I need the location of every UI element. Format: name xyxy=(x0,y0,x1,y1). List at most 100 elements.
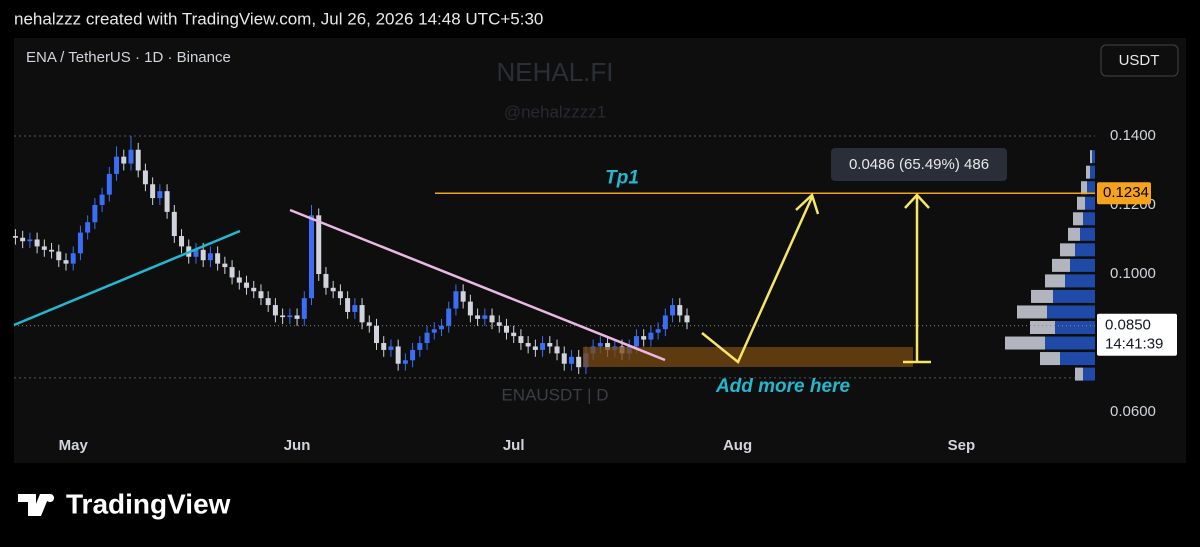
volume-down xyxy=(1081,181,1087,195)
candle-body xyxy=(77,232,83,254)
candle-body xyxy=(236,277,242,283)
candle-body xyxy=(633,336,639,347)
candle-body xyxy=(511,332,517,337)
candle-body xyxy=(467,301,473,316)
candle-body xyxy=(330,287,336,292)
candle-body xyxy=(114,156,120,174)
last-price-box xyxy=(1097,313,1177,356)
volume-down xyxy=(1068,227,1080,241)
candle-body xyxy=(381,343,387,350)
candle-body xyxy=(431,329,437,333)
candle-body xyxy=(532,346,538,350)
x-tick-label: Sep xyxy=(948,437,976,454)
candle-body xyxy=(301,298,307,319)
candle-body xyxy=(496,322,502,326)
volume-up xyxy=(1065,274,1095,288)
watermark: @nehalzzzz1 xyxy=(504,102,606,121)
candle-body xyxy=(207,253,213,261)
candle-body xyxy=(388,346,394,350)
candle-body xyxy=(179,236,185,247)
candle-body xyxy=(258,291,264,299)
candle-body xyxy=(41,246,47,250)
candle-body xyxy=(525,343,531,347)
volume-down xyxy=(1017,305,1047,319)
target-price-box xyxy=(1097,182,1151,205)
currency-button[interactable] xyxy=(1100,44,1179,77)
path-arrow xyxy=(701,196,814,364)
volume-up xyxy=(1083,212,1095,226)
candle-body xyxy=(56,251,62,261)
trendline xyxy=(13,229,241,327)
volume-down xyxy=(1045,274,1065,288)
volume-up xyxy=(1083,367,1095,381)
candle-body xyxy=(337,291,343,299)
currency[interactable]: USDT xyxy=(1119,52,1160,69)
candle-body xyxy=(345,298,351,312)
symbol-watermark: ENAUSDT | D xyxy=(501,385,608,404)
volume-down xyxy=(1005,336,1045,350)
candle-body xyxy=(395,346,401,364)
candle-body xyxy=(446,308,452,326)
candle-body xyxy=(648,332,654,340)
x-tick-label: Jul xyxy=(503,437,525,454)
candle-body xyxy=(438,325,444,330)
arrow-head xyxy=(904,193,930,209)
volume-up xyxy=(1090,165,1095,179)
x-tick-label: Aug xyxy=(723,437,752,454)
candle-body xyxy=(229,267,235,278)
candle-body xyxy=(641,336,647,340)
candle-body xyxy=(244,282,250,288)
candle-body xyxy=(475,315,481,319)
candle-body xyxy=(287,315,293,318)
candle-body xyxy=(34,239,40,247)
buy-zone xyxy=(583,347,913,367)
arrow-head xyxy=(795,192,820,215)
candle-body xyxy=(417,343,423,350)
volume-up xyxy=(1075,243,1095,257)
candle-body xyxy=(193,249,199,257)
measure-box xyxy=(831,148,1007,181)
candle-body xyxy=(121,156,127,164)
candle-body xyxy=(200,249,206,261)
candle-body xyxy=(424,332,430,344)
y-tick-label: 0.1400 xyxy=(1110,127,1156,144)
x-tick-label: May xyxy=(59,437,89,454)
volume-up xyxy=(1092,150,1095,164)
volume-down xyxy=(1073,212,1083,226)
x-tick-label: Jun xyxy=(284,437,311,454)
volume-up xyxy=(1087,181,1095,195)
volume-down xyxy=(1075,367,1083,381)
candle-body xyxy=(670,305,676,316)
candle-body xyxy=(49,249,55,252)
candle-body xyxy=(323,274,329,288)
candle-body xyxy=(373,325,379,344)
candle-body xyxy=(366,322,372,326)
candle-body xyxy=(568,356,574,364)
volume-up xyxy=(1080,227,1095,241)
volume-down xyxy=(1086,165,1090,179)
trendline xyxy=(289,208,666,362)
candle-body xyxy=(150,184,156,199)
candle-body xyxy=(316,215,322,274)
candle-body xyxy=(128,149,134,164)
candle-body xyxy=(99,194,105,205)
watermark: NEHAL.FI xyxy=(496,57,613,87)
y-tick-label: 0.1000 xyxy=(1110,265,1156,282)
candle-body xyxy=(359,305,365,323)
volume-down xyxy=(1052,258,1070,272)
target-name: Tp1 xyxy=(605,167,639,188)
caption: nehalzzz created with TradingView.com, J… xyxy=(14,9,543,28)
volume-up xyxy=(1060,352,1095,366)
candle-body xyxy=(453,291,459,309)
candle-body xyxy=(135,149,141,171)
candle-body xyxy=(402,360,408,364)
candle-body xyxy=(63,260,69,264)
candle-body xyxy=(12,236,18,238)
candle-body xyxy=(561,353,567,364)
candle-body xyxy=(92,204,98,223)
candle-body xyxy=(294,315,300,319)
candle-body xyxy=(554,346,560,354)
candle-body xyxy=(540,343,546,350)
candle-body xyxy=(482,315,488,319)
